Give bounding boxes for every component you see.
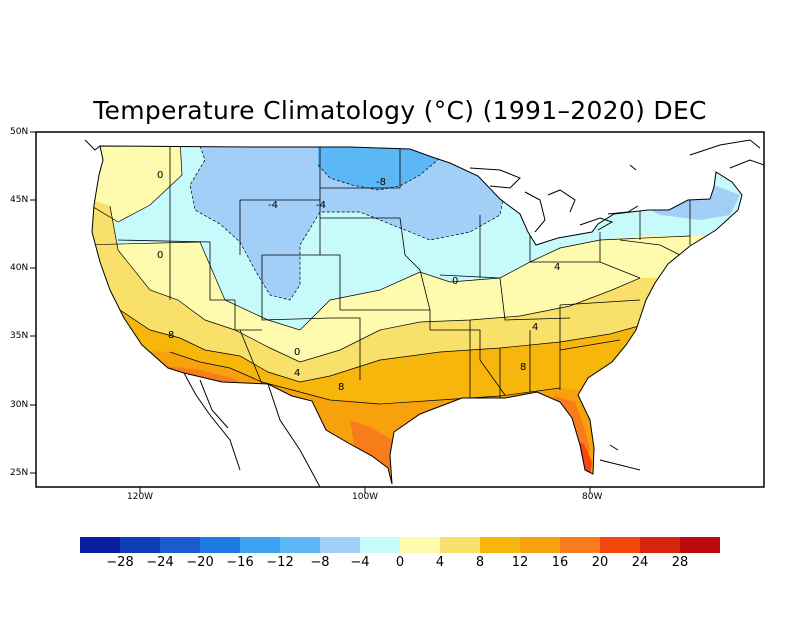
colorbar-swatch — [320, 537, 360, 553]
state-boundaries — [117, 147, 691, 400]
lon-label: 120W — [127, 492, 154, 502]
lon-label: 100W — [352, 492, 379, 502]
colorbar-swatch — [440, 537, 480, 553]
colorbar-swatch — [560, 537, 600, 553]
contour-label-group: -8 -4 -4 0 0 0 0 4 4 4 8 8 8 — [157, 170, 560, 393]
colorbar-tick-label: −4 — [350, 555, 370, 570]
colorbar-swatch — [480, 537, 520, 553]
colorbar-tick-label: 0 — [395, 555, 405, 570]
band-0-4-northwest — [92, 146, 182, 228]
contour-label: 8 — [520, 362, 526, 373]
contour-label: 4 — [532, 322, 538, 333]
coastlines — [84, 139, 765, 488]
contour-label: -4 — [316, 200, 326, 211]
lat-label: 25N — [10, 468, 29, 478]
contour-label: 4 — [554, 262, 560, 273]
colorbar-tick-label: −8 — [310, 555, 330, 570]
contour-label: 4 — [294, 368, 300, 379]
contour-label: 0 — [294, 347, 300, 358]
colorbar-tick-label: −20 — [186, 555, 214, 570]
colorbar-tick-label: 28 — [671, 555, 689, 570]
colorbar-tick-label: −12 — [266, 555, 294, 570]
contour-label: -8 — [376, 177, 386, 188]
colorbar-swatch — [600, 537, 640, 553]
colorbar-tick-label: −24 — [146, 555, 174, 570]
colorbar-tick-label: −28 — [106, 555, 134, 570]
lat-label: 45N — [10, 195, 29, 205]
colorbar-swatch — [680, 537, 720, 553]
colorbar-swatch — [360, 537, 400, 553]
colorbar-tick-label: 20 — [591, 555, 609, 570]
colorbar-tick-label: 24 — [631, 555, 649, 570]
colorbar-swatch — [160, 537, 200, 553]
lat-label: 35N — [10, 331, 29, 341]
lat-label: 30N — [10, 400, 29, 410]
colorbar-swatch — [400, 537, 440, 553]
lat-label: 50N — [10, 127, 29, 137]
colorbar — [80, 537, 720, 553]
lat-label: 40N — [10, 263, 29, 273]
colorbar-tick-label: 16 — [551, 555, 569, 570]
colorbar-tick-label: −16 — [226, 555, 254, 570]
colorbar-tick-labels: −28 −24 −20 −16 −12 −8 −4 0 4 8 12 16 20 24 28 — [80, 553, 720, 575]
colorbar-swatch — [200, 537, 240, 553]
colorbar-swatch — [280, 537, 320, 553]
colorbar-tick-label: 8 — [475, 555, 485, 570]
colorbar-swatch — [120, 537, 160, 553]
band-16-20-texas — [350, 420, 398, 470]
colorbar-swatch — [640, 537, 680, 553]
colorbar-swatch — [240, 537, 280, 553]
contour-label: 8 — [168, 330, 174, 341]
contour-label: 0 — [157, 170, 163, 181]
contour-label: 0 — [452, 276, 458, 287]
chart-title: Temperature Climatology (°C) (1991–2020)… — [93, 96, 707, 125]
band-neg8-neg4 — [190, 146, 505, 300]
axis-ticks — [30, 131, 591, 493]
map-frame — [35, 131, 765, 488]
band-neg12-neg8 — [318, 146, 440, 190]
contour-label: 0 — [157, 250, 163, 261]
contour-label: 8 — [338, 382, 344, 393]
lon-label: 80W — [582, 492, 603, 502]
contour-label: -4 — [268, 200, 278, 211]
colorbar-tick-label: 12 — [511, 555, 529, 570]
colorbar-tick-label: 4 — [435, 555, 445, 570]
colorbar-swatch — [520, 537, 560, 553]
colorbar-swatch — [80, 537, 120, 553]
